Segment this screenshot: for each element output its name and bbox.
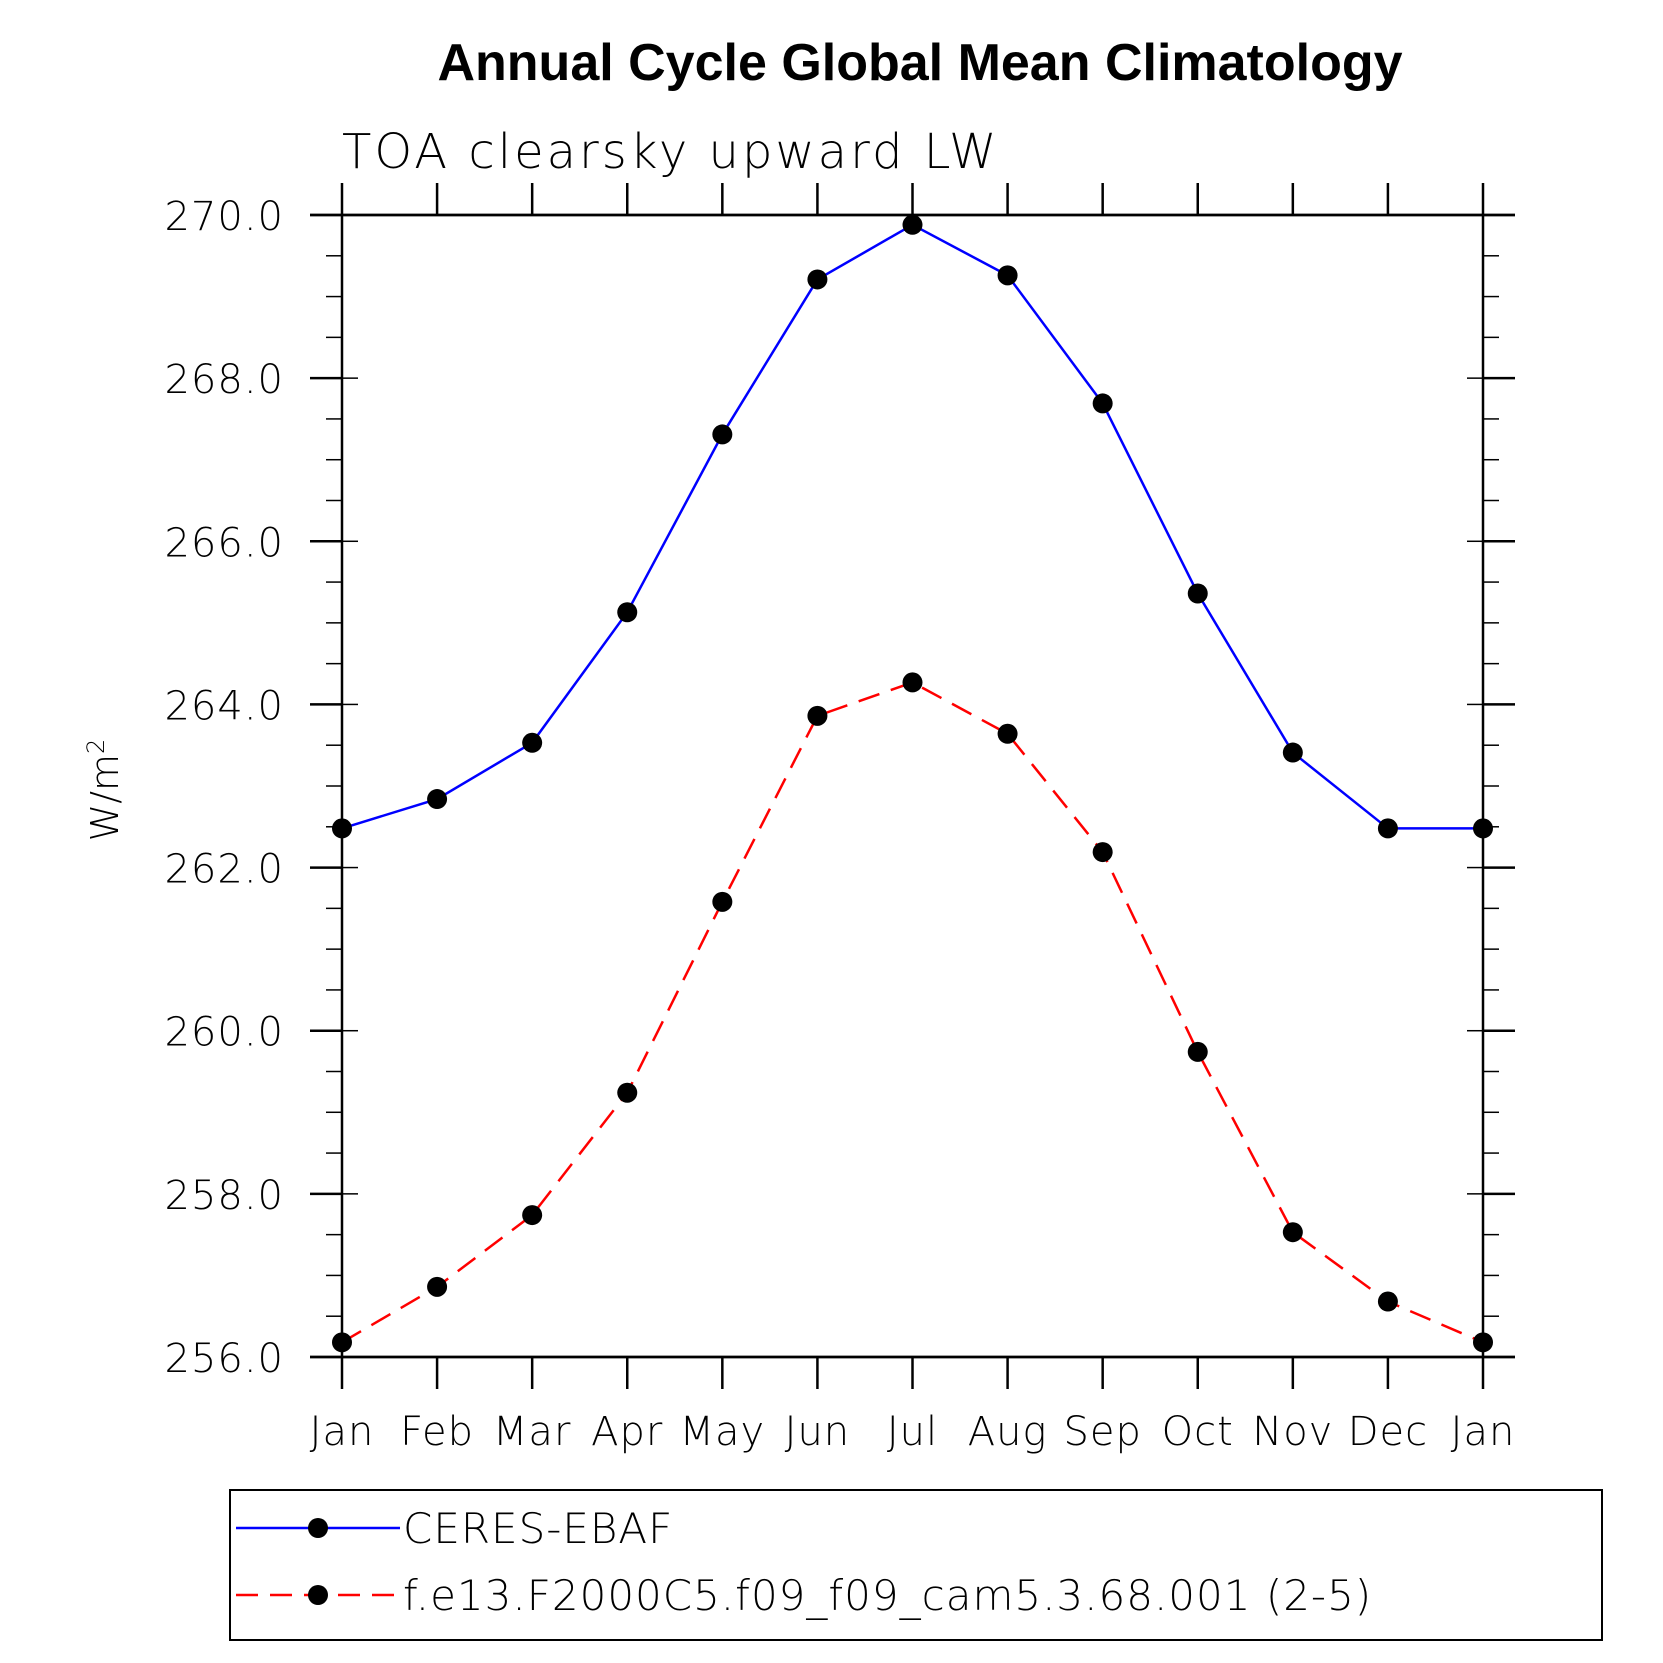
x-tick-label: Mar [493, 1409, 571, 1455]
x-tick-label: Oct [1162, 1409, 1234, 1455]
legend-box [229, 1489, 1603, 1641]
x-tick-label: Dec [1348, 1409, 1428, 1455]
series-1-point [902, 672, 923, 693]
x-tick-label: Jul [887, 1409, 938, 1455]
legend-label-1: f.e13.F2000C5.f09_f09_cam5.3.68.001 (2-5… [403, 1571, 1372, 1620]
series-0-point [1377, 818, 1398, 839]
series-layer [332, 214, 1493, 1353]
y-axis-label-superscript: 2 [82, 739, 110, 754]
x-tick-label: Feb [400, 1409, 474, 1455]
series-0-point [997, 265, 1018, 286]
series-1-point [1377, 1291, 1398, 1312]
series-1-point [712, 891, 733, 912]
series-1-point [1282, 1222, 1303, 1243]
y-tick-label: 266.0 [164, 520, 284, 566]
plot-frame [340, 213, 1485, 1359]
series-0-point [712, 424, 733, 445]
tick-labels: 256.0 258.0 260.0 262.0 264.0 266.0 268.0 270.0… [164, 194, 1516, 1455]
y-axis-label-base: W/m [83, 754, 127, 841]
legend-label-0: CERES-EBAF [403, 1504, 673, 1553]
x-tick-label: Jan [310, 1409, 375, 1455]
chart-title: Annual Cycle Global Mean Climatology [437, 34, 1402, 92]
series-0-point [522, 732, 543, 753]
x-tick-label: May [679, 1409, 765, 1455]
y-tick-label: 262.0 [164, 847, 284, 893]
series-1-point [1473, 1332, 1493, 1353]
series-0-point [902, 214, 923, 235]
series-0-point [617, 602, 638, 623]
y-axis-label: W/m2 [82, 739, 127, 842]
y-tick-label: 264.0 [164, 683, 284, 729]
series-line-1 [341, 681, 1484, 1344]
series-1-point [1092, 842, 1113, 863]
x-tick-label: Jan [1451, 1409, 1516, 1455]
y-tick-label: 258.0 [164, 1173, 284, 1219]
series-1-point [427, 1276, 448, 1297]
x-tick-label: Apr [591, 1409, 663, 1455]
series-0-point [807, 269, 828, 290]
series-0-point [1187, 583, 1208, 604]
y-tick-label: 260.0 [164, 1010, 284, 1056]
series-1-point [617, 1082, 638, 1103]
series-0-point [332, 818, 352, 839]
series-0-point [427, 789, 448, 810]
series-0-point [1473, 818, 1493, 839]
series-line-0 [341, 223, 1483, 830]
legend-marker-0 [308, 1518, 328, 1538]
legend-marker-1 [308, 1585, 328, 1605]
series-1-point [997, 723, 1018, 744]
y-tick-label: 256.0 [164, 1336, 284, 1382]
series-1-point [807, 705, 828, 726]
series-1-point [332, 1332, 352, 1353]
chart-subtitle: TOA clearsky upward LW [342, 124, 1000, 180]
series-1-point [522, 1205, 543, 1226]
y-tick-label: 268.0 [164, 357, 284, 403]
x-tick-label: Sep [1063, 1409, 1141, 1455]
x-tick-label: Nov [1252, 1409, 1333, 1455]
x-tick-label: Aug [968, 1409, 1048, 1455]
series-1-point [1187, 1041, 1208, 1062]
series-0-point [1092, 393, 1113, 414]
legend: CERES-EBAF f.e13.F2000C5.f09_f09_cam5.3.6… [229, 1489, 1603, 1641]
x-tick-label: Jun [785, 1409, 851, 1455]
series-0-point [1282, 742, 1303, 763]
y-tick-label: 270.0 [164, 194, 284, 240]
